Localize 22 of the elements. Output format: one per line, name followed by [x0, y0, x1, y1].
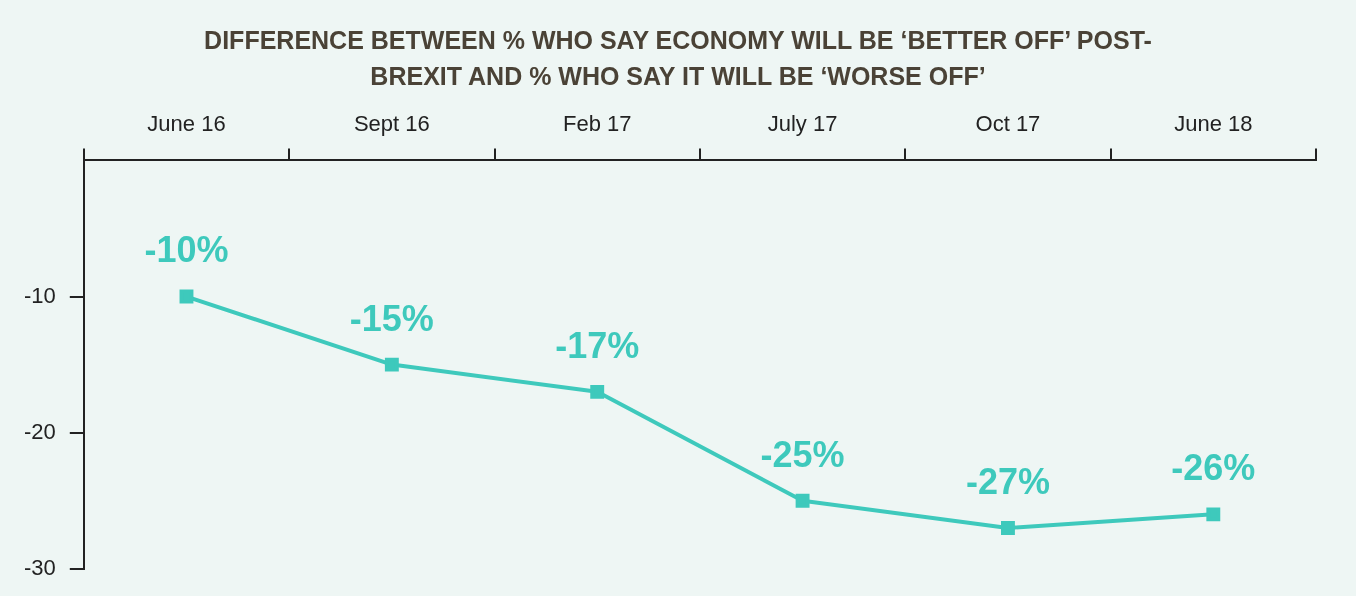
- y-tick-label: -10: [24, 282, 56, 308]
- data-label: -26%: [1171, 447, 1256, 489]
- x-tick-label: Feb 17: [562, 111, 632, 137]
- y-tick-label: -20: [24, 418, 56, 444]
- x-tick-label: July 17: [767, 111, 838, 137]
- point: [590, 384, 605, 399]
- data-label: -10%: [144, 229, 229, 271]
- point: [384, 357, 399, 372]
- data-label: -17%: [555, 324, 640, 366]
- data-label: -25%: [760, 433, 845, 475]
- x-tick-label: June 18: [1174, 111, 1253, 137]
- point: [795, 493, 810, 508]
- point: [1001, 521, 1015, 535]
- data-label: -15%: [349, 297, 434, 339]
- point: [179, 289, 194, 304]
- point: [1206, 507, 1221, 522]
- data-label: -27%: [965, 460, 1050, 502]
- x-tick-label: Oct 17: [975, 111, 1041, 137]
- chart-title: DIFFERENCE BETWEEN % WHO SAY ECONOMY WILL BE ‘BETTER OFF’ POST-BREXIT AND % WHO SAY IT WILL BE ‘WORSE OFF’: [203, 25, 1153, 92]
- x-tick-label: Sept 16: [353, 111, 430, 137]
- x-tick-label: June 16: [147, 111, 226, 137]
- y-tick-label: -30: [24, 554, 56, 580]
